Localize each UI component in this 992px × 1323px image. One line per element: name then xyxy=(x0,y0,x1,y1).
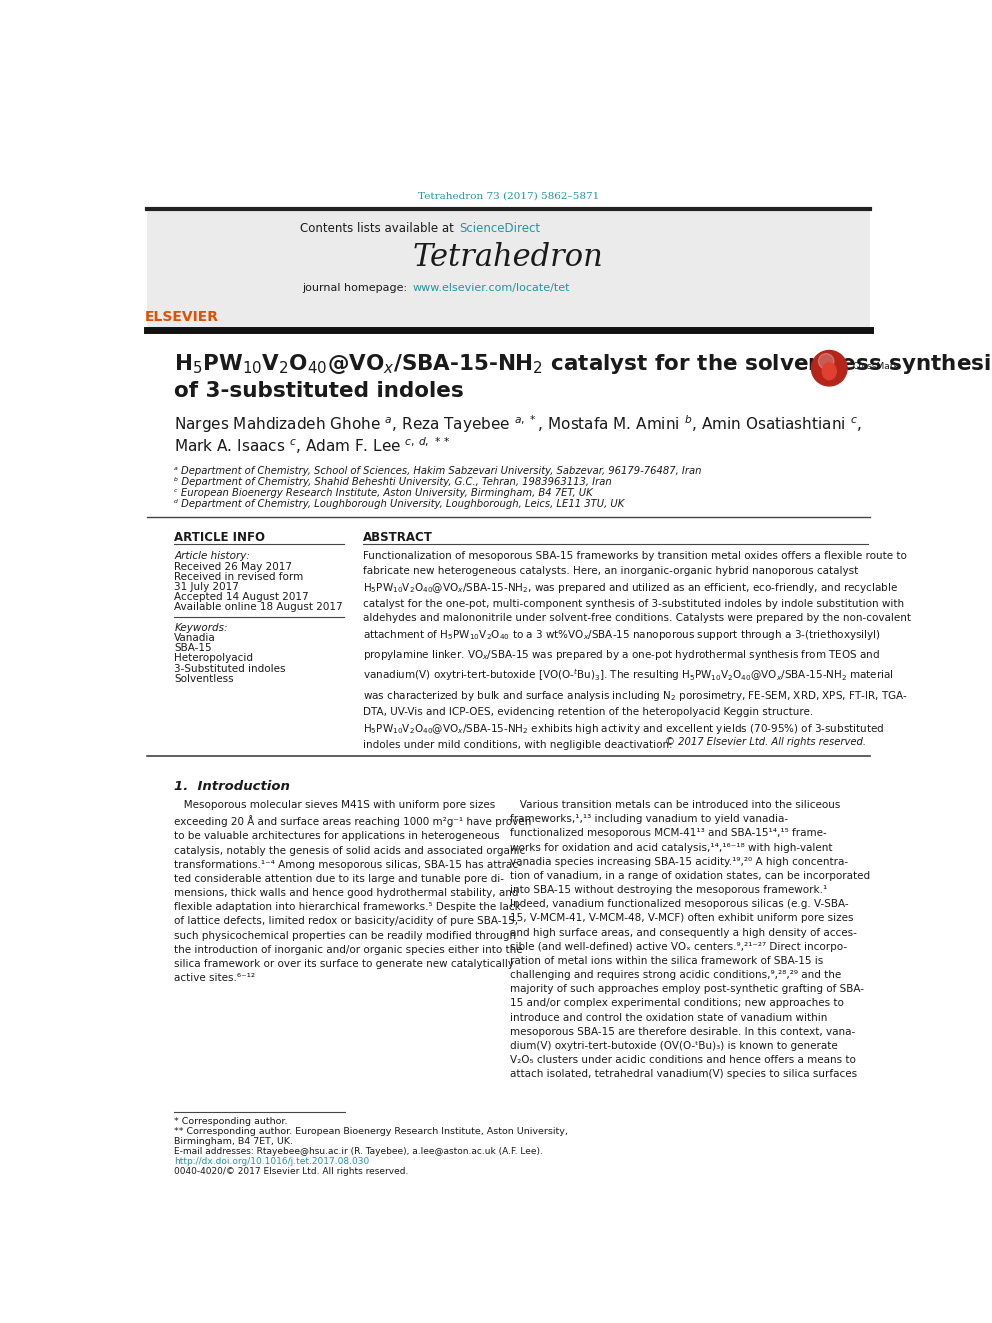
Text: 1.  Introduction: 1. Introduction xyxy=(175,779,291,792)
Text: 0040-4020/© 2017 Elsevier Ltd. All rights reserved.: 0040-4020/© 2017 Elsevier Ltd. All right… xyxy=(175,1167,409,1176)
Text: ELSEVIER: ELSEVIER xyxy=(145,310,219,324)
FancyBboxPatch shape xyxy=(147,209,870,331)
Text: Birmingham, B4 7ET, UK.: Birmingham, B4 7ET, UK. xyxy=(175,1136,294,1146)
Text: ABSTRACT: ABSTRACT xyxy=(363,531,433,544)
Text: Accepted 14 August 2017: Accepted 14 August 2017 xyxy=(175,591,309,602)
Text: 3-Substituted indoles: 3-Substituted indoles xyxy=(175,664,286,673)
Text: Functionalization of mesoporous SBA-15 frameworks by transition metal oxides off: Functionalization of mesoporous SBA-15 f… xyxy=(363,552,911,750)
Text: 31 July 2017: 31 July 2017 xyxy=(175,582,239,591)
Text: SBA-15: SBA-15 xyxy=(175,643,212,654)
Text: CrossMark: CrossMark xyxy=(852,363,900,372)
Text: www.elsevier.com/locate/tet: www.elsevier.com/locate/tet xyxy=(413,283,569,294)
Text: Received 26 May 2017: Received 26 May 2017 xyxy=(175,562,293,572)
Text: http://dx.doi.org/10.1016/j.tet.2017.08.030: http://dx.doi.org/10.1016/j.tet.2017.08.… xyxy=(175,1156,370,1166)
Text: ᵃ Department of Chemistry, School of Sciences, Hakim Sabzevari University, Sabze: ᵃ Department of Chemistry, School of Sci… xyxy=(175,467,702,476)
Text: Tetrahedron 73 (2017) 5862–5871: Tetrahedron 73 (2017) 5862–5871 xyxy=(418,192,599,200)
Text: journal homepage:: journal homepage: xyxy=(303,283,411,294)
Text: ** Corresponding author. European Bioenergy Research Institute, Aston University: ** Corresponding author. European Bioene… xyxy=(175,1127,568,1135)
Ellipse shape xyxy=(822,363,836,380)
Text: H$_5$PW$_{10}$V$_2$O$_{40}$@VO$_x$/SBA-15-NH$_2$ catalyst for the solventless sy: H$_5$PW$_{10}$V$_2$O$_{40}$@VO$_x$/SBA-1… xyxy=(175,352,992,376)
Text: Various transition metals can be introduced into the siliceous
frameworks,¹,¹³ i: Various transition metals can be introdu… xyxy=(510,800,870,1080)
Circle shape xyxy=(818,353,834,369)
Text: * Corresponding author.: * Corresponding author. xyxy=(175,1117,288,1126)
Text: ARTICLE INFO: ARTICLE INFO xyxy=(175,531,266,544)
Text: Narges Mahdizadeh Ghohe $^a$, Reza Tayebee $^{a,\,*}$, Mostafa M. Amini $^b$, Am: Narges Mahdizadeh Ghohe $^a$, Reza Tayeb… xyxy=(175,414,862,435)
Text: Received in revised form: Received in revised form xyxy=(175,572,304,582)
Text: E-mail addresses: Rtayebee@hsu.ac.ir (R. Tayebee), a.lee@aston.ac.uk (A.F. Lee).: E-mail addresses: Rtayebee@hsu.ac.ir (R.… xyxy=(175,1147,544,1156)
Text: Tetrahedron: Tetrahedron xyxy=(413,242,604,273)
Text: Available online 18 August 2017: Available online 18 August 2017 xyxy=(175,602,343,613)
Text: ᵈ Department of Chemistry, Loughborough University, Loughborough, Leics, LE11 3T: ᵈ Department of Chemistry, Loughborough … xyxy=(175,499,625,509)
Text: Keywords:: Keywords: xyxy=(175,623,228,632)
Text: Contents lists available at: Contents lists available at xyxy=(300,221,457,234)
Text: ᶜ European Bioenergy Research Institute, Aston University, Birmingham, B4 7ET, U: ᶜ European Bioenergy Research Institute,… xyxy=(175,488,593,497)
Text: Article history:: Article history: xyxy=(175,552,250,561)
Text: ScienceDirect: ScienceDirect xyxy=(458,221,540,234)
Text: of 3-substituted indoles: of 3-substituted indoles xyxy=(175,381,464,401)
Text: © 2017 Elsevier Ltd. All rights reserved.: © 2017 Elsevier Ltd. All rights reserved… xyxy=(666,737,866,747)
Text: Heteropolyacid: Heteropolyacid xyxy=(175,654,253,664)
Text: Mark A. Isaacs $^c$, Adam F. Lee $^{c,\,d,\,**}$: Mark A. Isaacs $^c$, Adam F. Lee $^{c,\,… xyxy=(175,435,451,455)
Circle shape xyxy=(811,351,847,386)
Text: Mesoporous molecular sieves M41S with uniform pore sizes
exceeding 20 Å and surf: Mesoporous molecular sieves M41S with un… xyxy=(175,800,532,983)
Text: Solventless: Solventless xyxy=(175,673,234,684)
Text: Vanadia: Vanadia xyxy=(175,634,216,643)
Text: ᵇ Department of Chemistry, Shahid Beheshti University, G.C., Tehran, 1983963113,: ᵇ Department of Chemistry, Shahid Behesh… xyxy=(175,478,612,487)
